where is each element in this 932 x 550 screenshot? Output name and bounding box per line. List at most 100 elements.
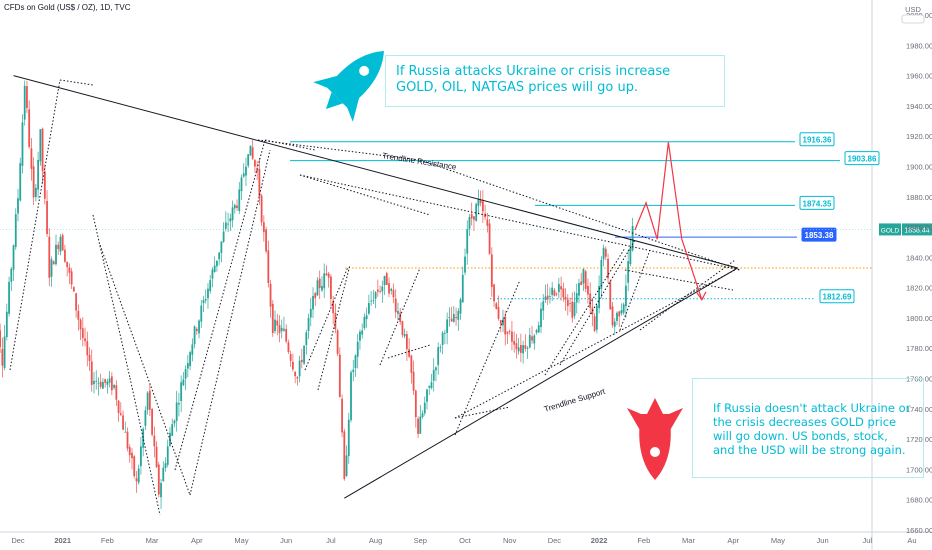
x-tick-label: May bbox=[771, 536, 785, 545]
candle-body bbox=[117, 400, 120, 413]
candle-body bbox=[506, 331, 509, 334]
currency-button[interactable] bbox=[901, 14, 925, 24]
y-tick-label: 1660.00 bbox=[906, 526, 932, 535]
channel-dotted-line bbox=[92, 214, 131, 379]
candle-body bbox=[354, 355, 357, 368]
candle-body bbox=[164, 463, 167, 468]
candle-body bbox=[209, 280, 212, 292]
x-tick-label: 2022 bbox=[591, 536, 608, 545]
y-tick-label: 1980.00 bbox=[906, 41, 932, 50]
candle-body bbox=[17, 198, 19, 214]
candle-body bbox=[175, 402, 178, 421]
candle-body bbox=[332, 301, 335, 314]
candle-body bbox=[573, 302, 576, 316]
candle-body bbox=[352, 369, 355, 373]
candle-body bbox=[479, 199, 482, 204]
candle-body bbox=[122, 415, 124, 430]
candle-body bbox=[124, 431, 127, 433]
channel-dotted-line bbox=[454, 406, 511, 419]
x-tick-label: Oct bbox=[459, 536, 472, 545]
price-level-badge bbox=[801, 227, 837, 242]
y-tick-label: 1840.00 bbox=[906, 253, 932, 262]
candle-body bbox=[484, 213, 487, 218]
candle-body bbox=[26, 86, 28, 108]
candle-body bbox=[14, 214, 17, 247]
candle-body bbox=[148, 390, 151, 410]
candle-body bbox=[359, 331, 361, 341]
candle-body bbox=[305, 332, 308, 346]
rocket-down-fin-left bbox=[669, 408, 683, 432]
symbol-header: CFDs on Gold (US$ / OZ), 1D, TVC bbox=[4, 3, 131, 12]
rocket-down-window bbox=[650, 447, 660, 457]
channel-dotted-line bbox=[299, 174, 741, 271]
candle-body bbox=[131, 452, 133, 459]
candle-body bbox=[115, 385, 118, 400]
candle-body bbox=[390, 288, 393, 291]
rocket-up-fin-left bbox=[313, 75, 341, 88]
candle-body bbox=[97, 382, 100, 384]
candle-body bbox=[625, 285, 627, 307]
price-axis[interactable]: 2000.001980.001960.001940.001920.001900.… bbox=[901, 5, 932, 535]
candle-body bbox=[269, 283, 272, 307]
candle-body bbox=[432, 369, 435, 381]
candle-body bbox=[580, 281, 583, 286]
time-axis[interactable]: Dec 2021 Feb Mar Apr May Jun Jul Aug Sep Oct Nov Dec… bbox=[11, 536, 916, 545]
candle-body bbox=[473, 216, 475, 220]
candle-body bbox=[515, 343, 518, 350]
rocket-down-icon bbox=[627, 398, 683, 480]
candle-body bbox=[455, 316, 457, 319]
candle-body bbox=[0, 330, 2, 348]
rocket-up-icon bbox=[313, 51, 384, 122]
candle-body bbox=[182, 379, 185, 386]
candle-body bbox=[461, 274, 464, 303]
candle-body bbox=[52, 261, 55, 265]
candle-body bbox=[144, 410, 147, 426]
candle-body bbox=[140, 446, 142, 467]
candle-body bbox=[589, 293, 592, 308]
candle-body bbox=[110, 376, 113, 391]
candle-body bbox=[578, 283, 580, 296]
rocket-up-flame bbox=[325, 92, 343, 110]
candle-body bbox=[37, 160, 40, 190]
candle-body bbox=[251, 147, 254, 159]
candle-body bbox=[620, 310, 623, 314]
candle-body bbox=[265, 229, 267, 252]
candle-body bbox=[600, 259, 603, 289]
candle-body bbox=[376, 289, 379, 292]
candle-body bbox=[276, 320, 279, 326]
candle-body bbox=[238, 189, 241, 212]
candle-body bbox=[84, 338, 86, 342]
candle-body bbox=[186, 363, 189, 369]
candle-body bbox=[314, 293, 317, 299]
candle-body bbox=[61, 235, 64, 251]
candle-body bbox=[385, 273, 388, 285]
channel-dotted-line bbox=[317, 264, 351, 391]
candle-body bbox=[477, 198, 480, 206]
candle-body bbox=[497, 306, 500, 319]
candle-body bbox=[106, 381, 109, 385]
last-price-badge bbox=[902, 223, 932, 236]
candle-body bbox=[367, 302, 370, 314]
candle-body bbox=[191, 344, 194, 355]
candle-body bbox=[28, 109, 31, 147]
candle-body bbox=[90, 361, 93, 385]
candle-body bbox=[216, 260, 218, 267]
x-tick-label: Jul bbox=[863, 536, 873, 545]
candle-body bbox=[231, 207, 234, 221]
candle-body bbox=[417, 418, 419, 434]
x-tick-label: Dec bbox=[11, 536, 25, 545]
candle-body bbox=[522, 345, 525, 354]
candle-body bbox=[457, 310, 460, 320]
candle-body bbox=[598, 285, 600, 309]
channel-dotted-line bbox=[639, 259, 736, 331]
candle-body bbox=[531, 336, 533, 341]
candle-body bbox=[441, 332, 444, 345]
channel-dotted-line bbox=[624, 269, 734, 291]
candle-body bbox=[627, 261, 630, 283]
candle-body bbox=[137, 468, 140, 483]
y-tick-label: 1680.00 bbox=[906, 496, 932, 505]
channel-dotted-line bbox=[189, 149, 271, 496]
x-tick-label: Jun bbox=[280, 536, 292, 545]
candle-body bbox=[508, 331, 511, 332]
